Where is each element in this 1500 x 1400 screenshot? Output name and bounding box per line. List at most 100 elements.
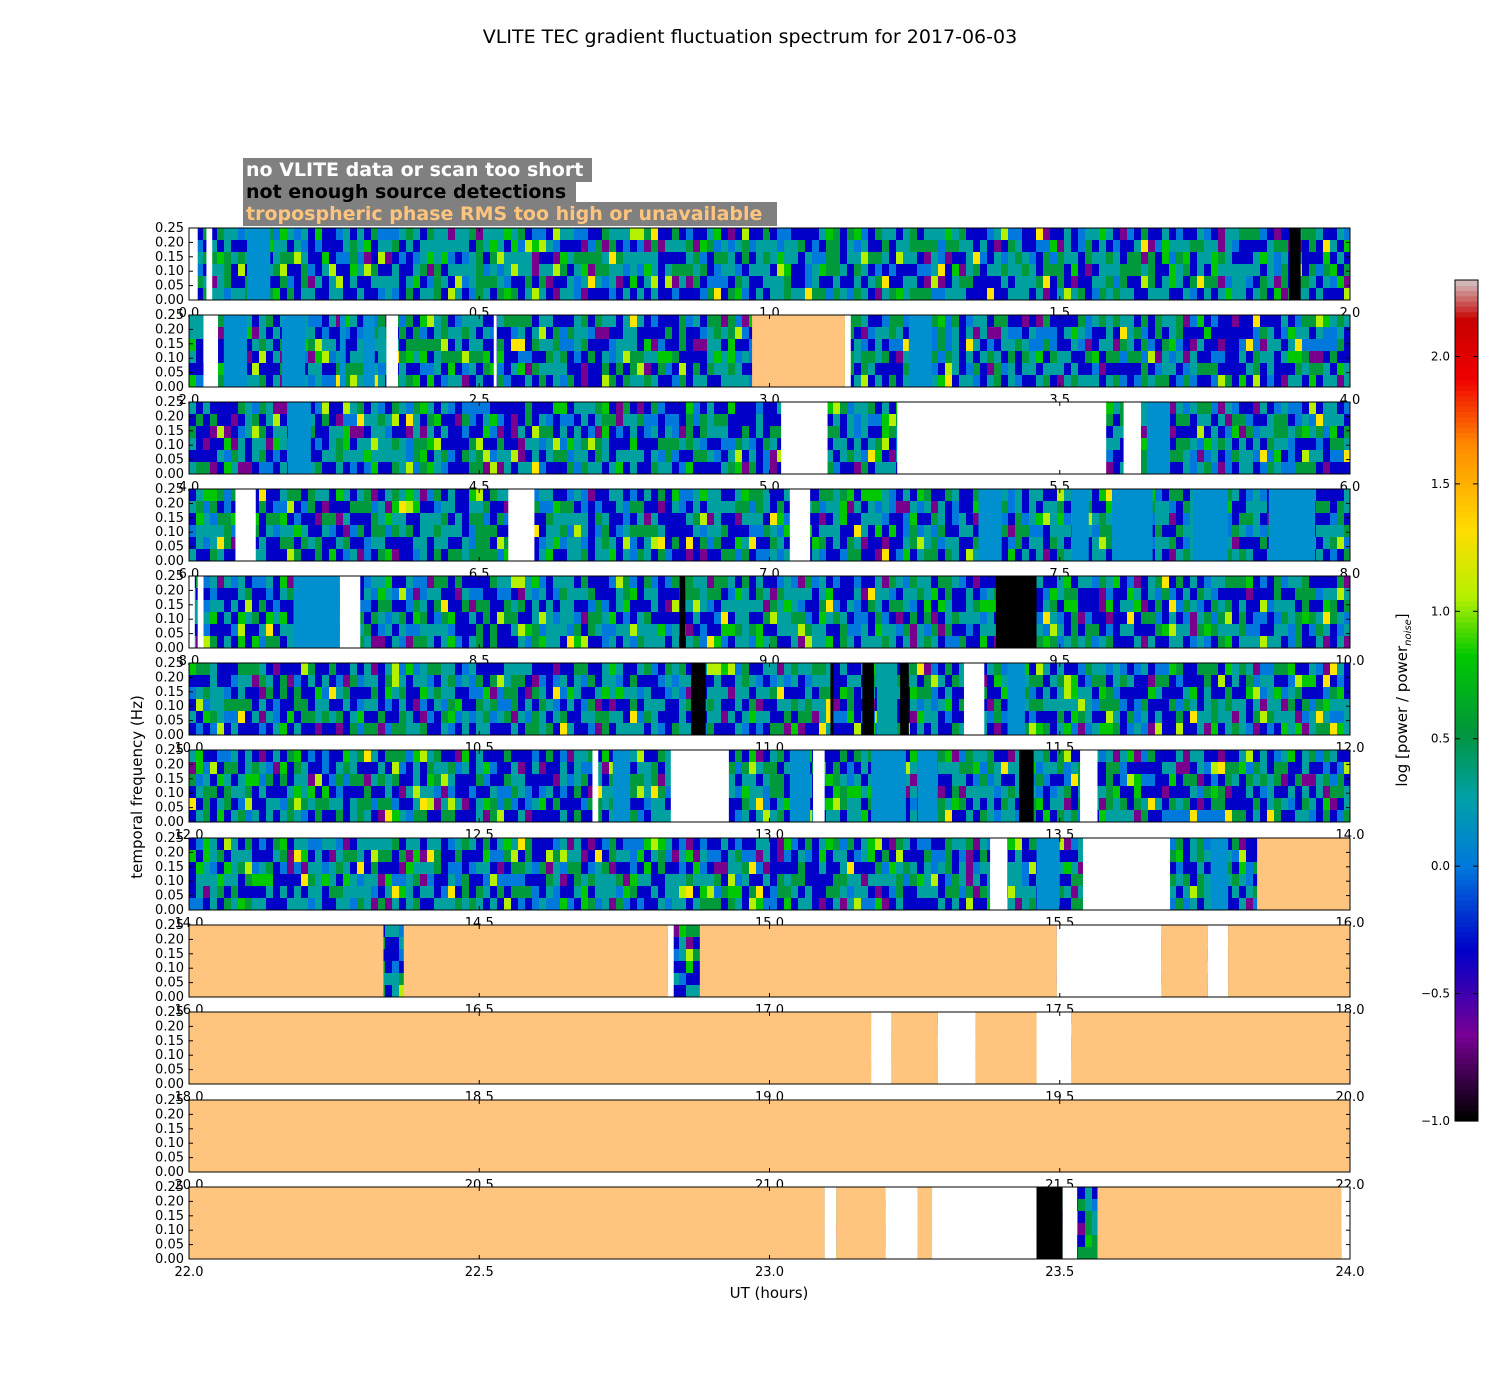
colorbar-step (1455, 348, 1478, 355)
colorbar-label: log [power / powernoise] (1393, 613, 1414, 786)
flag-segment-orange (699, 925, 1057, 997)
flag-segment-white (189, 576, 195, 648)
flag-segment-black (1019, 750, 1034, 822)
colorbar-step (1455, 700, 1478, 707)
panels: 0.000.050.100.150.200.250.0 0.5 1.0 1.5 2.00… (155, 221, 1364, 1280)
flag-segment-orange (189, 1187, 825, 1259)
colorbar-step (1455, 1063, 1478, 1070)
y-tick-label: 0.05 (155, 627, 184, 642)
heatmap-cells (189, 489, 1351, 562)
colorbar-step (1455, 979, 1478, 985)
flag-segment-white (508, 489, 535, 561)
y-tick-label: 0.05 (155, 976, 184, 991)
flag-segment-white (203, 315, 219, 387)
flag-segment-white (592, 750, 599, 822)
colorbar-step (1455, 800, 1478, 807)
colorbar-step (1455, 647, 1478, 654)
y-tick-label: 0.15 (155, 337, 184, 352)
flag-segment-blue (1036, 838, 1060, 910)
y-tick-label: 0.20 (155, 1019, 184, 1034)
colorbar-step (1455, 553, 1478, 560)
y-tick-label: 0.20 (155, 1107, 184, 1122)
y-tick-label: 0.05 (155, 453, 184, 468)
y-tick-label: 0.10 (155, 961, 184, 976)
flag-segment-white (386, 315, 398, 387)
colorbar-step (1455, 842, 1478, 849)
y-tick-label: 0.25 (155, 569, 184, 584)
colorbar-step (1455, 942, 1478, 949)
colorbar-step (1455, 548, 1478, 554)
colorbar-step (1455, 716, 1478, 723)
flag-segment-black (691, 663, 706, 735)
colorbar-step (1455, 747, 1478, 754)
y-tick-label: 0.15 (155, 1122, 184, 1137)
colorbar-step (1455, 474, 1478, 481)
colorbar-step (1455, 332, 1478, 339)
colorbar-step (1455, 1105, 1478, 1112)
flag-segment-white (932, 1187, 1037, 1259)
flag-segment-blue (978, 489, 1002, 561)
flag-segment-white (781, 402, 828, 474)
panel-2: 0.000.050.100.150.200.254.0 4.5 5.0 5.5 6.0 (155, 395, 1360, 495)
y-tick-label: 0.10 (155, 612, 184, 627)
flag-segment-blue (1268, 489, 1316, 561)
y-tick-label: 0.00 (155, 1077, 184, 1092)
colorbar-tick-label: 2.0 (1431, 349, 1450, 363)
y-tick-label: 0.00 (155, 554, 184, 569)
colorbar-step (1455, 406, 1478, 413)
y-tick-label: 0.10 (155, 1048, 184, 1063)
flag-segment-white (189, 228, 198, 300)
colorbar-step (1455, 569, 1478, 575)
colorbar-step (1455, 285, 1478, 292)
colorbar-step (1455, 295, 1478, 302)
y-tick-label: 0.20 (155, 932, 184, 947)
y-tick-label: 0.25 (155, 918, 184, 933)
colorbar-step (1455, 663, 1478, 670)
y-tick-label: 0.15 (155, 685, 184, 700)
colorbar-step (1455, 458, 1478, 465)
colorbar-step (1455, 1000, 1478, 1006)
y-tick-label: 0.20 (155, 322, 184, 337)
y-tick-label: 0.05 (155, 279, 184, 294)
colorbar-step (1455, 826, 1478, 833)
y-tick-label: 0.00 (155, 728, 184, 743)
flag-segment-orange (1257, 838, 1350, 910)
y-tick-label: 0.10 (155, 438, 184, 453)
colorbar-step (1455, 779, 1478, 786)
colorbar-step (1455, 353, 1478, 360)
colorbar-step (1455, 721, 1478, 728)
y-tick-label: 0.20 (155, 1194, 184, 1209)
y-tick-label: 0.15 (155, 424, 184, 439)
chart-title: VLITE TEC gradient fluctuation spectrum … (483, 26, 1017, 48)
y-tick-label: 0.00 (155, 467, 184, 482)
colorbar-step (1455, 616, 1478, 623)
flag-segment-blue (1146, 402, 1171, 474)
flag-segment-white (206, 228, 213, 300)
flag-segment-black (862, 663, 874, 735)
colorbar-step (1455, 973, 1478, 980)
legend-box (243, 202, 777, 226)
y-tick-label: 0.00 (155, 293, 184, 308)
heatmap-cells (189, 750, 1351, 823)
y-tick-label: 0.10 (155, 874, 184, 889)
colorbar-step (1455, 532, 1478, 539)
flag-segment-blue (1193, 489, 1229, 561)
colorbar-step (1455, 327, 1478, 334)
colorbar-step (1455, 416, 1478, 423)
y-tick-label: 0.10 (155, 264, 184, 279)
colorbar-step (1455, 590, 1478, 596)
colorbar-step (1455, 495, 1478, 502)
colorbar-step (1455, 1115, 1478, 1122)
colorbar-step (1455, 364, 1478, 370)
flag-segment-orange (1071, 1012, 1350, 1084)
flag-segment-blue (1007, 663, 1025, 735)
colorbar-step (1455, 774, 1478, 780)
colorbar-step (1455, 379, 1478, 386)
flag-segment-orange (189, 1100, 1350, 1172)
flag-segment-black (900, 663, 909, 735)
flag-segment-white (235, 489, 256, 561)
colorbar-step (1455, 921, 1478, 928)
colorbar-step (1455, 768, 1478, 775)
